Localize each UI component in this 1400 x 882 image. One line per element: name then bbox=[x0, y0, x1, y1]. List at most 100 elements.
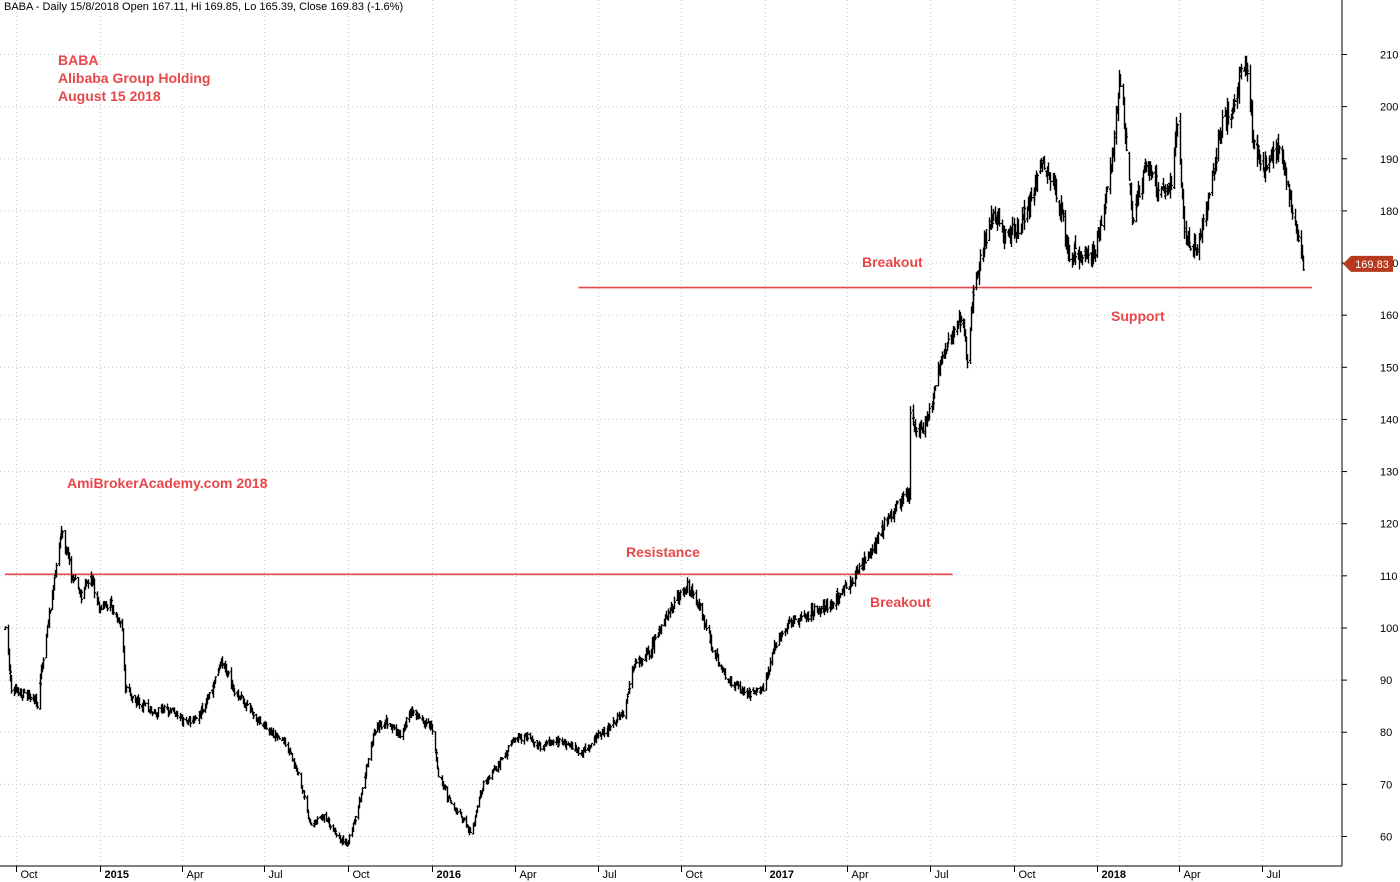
ohlc-bar bbox=[1272, 141, 1275, 169]
y-axis-ticks: 6070809010011012013014015016017018019020… bbox=[1342, 50, 1398, 844]
ohlc-bar bbox=[55, 562, 58, 578]
ohlc-bar bbox=[1087, 245, 1090, 264]
y-tick-label: 80 bbox=[1380, 727, 1392, 739]
resistance-label: Resistance bbox=[626, 544, 700, 560]
y-tick-label: 180 bbox=[1380, 206, 1398, 218]
ohlc-bar bbox=[603, 726, 606, 738]
ohlc-bar bbox=[1259, 154, 1262, 171]
ohlc-bar bbox=[380, 721, 383, 730]
ohlc-bar bbox=[1297, 232, 1300, 241]
ohlc-bar bbox=[1119, 73, 1122, 87]
ohlc-bar bbox=[909, 406, 912, 501]
chart-header: BABA - Daily 15/8/2018 Open 167.11, Hi 1… bbox=[4, 1, 404, 13]
ohlc-bar bbox=[549, 739, 552, 747]
ohlc-bar bbox=[1128, 151, 1131, 181]
ohlc-bar bbox=[358, 796, 361, 809]
ohlc-bar bbox=[1265, 157, 1268, 172]
ohlc-bar bbox=[813, 603, 816, 617]
ohlc-bar bbox=[552, 739, 555, 746]
y-tick-label: 200 bbox=[1380, 102, 1398, 114]
ohlc-bar bbox=[1188, 227, 1191, 249]
ohlc-bar bbox=[737, 681, 740, 690]
ohlc-bar bbox=[144, 702, 147, 707]
ohlc-bar bbox=[609, 724, 612, 732]
x-tick-label: Oct bbox=[686, 869, 703, 881]
ohlc-bar bbox=[1211, 170, 1214, 197]
ohlc-bar bbox=[348, 833, 351, 845]
x-tick-label: Oct bbox=[1019, 869, 1036, 881]
y-tick-label: 60 bbox=[1380, 832, 1392, 844]
ohlc-bar bbox=[297, 771, 300, 776]
ohlc-bar bbox=[1011, 216, 1014, 236]
ohlc-bar bbox=[1145, 161, 1148, 173]
ohlc-bar bbox=[883, 516, 886, 531]
ohlc-bar bbox=[1256, 134, 1259, 167]
ohlc-bar bbox=[61, 530, 64, 539]
ohlc-bar bbox=[77, 576, 80, 589]
ohlc-bar bbox=[1068, 244, 1071, 263]
ohlc-bar bbox=[577, 748, 580, 756]
y-tick-label: 210 bbox=[1380, 50, 1398, 62]
ohlc-bar bbox=[992, 208, 995, 222]
ohlc-bar bbox=[807, 611, 810, 622]
ohlc-bar bbox=[278, 736, 281, 740]
y-tick-label: 160 bbox=[1380, 310, 1398, 322]
ohlc-bar bbox=[1208, 192, 1211, 199]
ohlc-bar bbox=[841, 588, 844, 596]
last-price-badge: 169.83 bbox=[1343, 255, 1393, 272]
ohlc-bar bbox=[221, 656, 224, 669]
ohlc-bar bbox=[654, 634, 657, 641]
ohlc-bar bbox=[1017, 219, 1020, 240]
ohlc-bar bbox=[412, 709, 415, 717]
ohlc-bar bbox=[163, 704, 166, 714]
ohlc-bar bbox=[667, 608, 670, 621]
ohlc-bar bbox=[858, 562, 861, 574]
ohlc-bar bbox=[1023, 205, 1026, 230]
ohlc-bar bbox=[800, 615, 803, 622]
ohlc-bar bbox=[670, 601, 673, 612]
ohlc-bar bbox=[756, 687, 759, 693]
ohlc-bar bbox=[291, 753, 294, 762]
ohlc-bar bbox=[1215, 147, 1218, 172]
ohlc-bar bbox=[1264, 151, 1267, 183]
breakout-label-upper: Breakout bbox=[862, 254, 923, 270]
ohlc-bar bbox=[488, 774, 491, 781]
x-tick-label: Apr bbox=[187, 869, 204, 881]
ohlc-bar bbox=[711, 646, 714, 653]
ohlc-bar bbox=[1221, 109, 1224, 138]
x-tick-label: Apr bbox=[520, 869, 537, 881]
ohlc-bar bbox=[36, 701, 39, 710]
ohlc-bar bbox=[131, 695, 134, 699]
ohlc-bar bbox=[68, 552, 71, 566]
ohlc-bar bbox=[23, 689, 26, 694]
ohlc-bar bbox=[1253, 139, 1256, 150]
ohlc-bar bbox=[189, 716, 192, 728]
ohlc-bar bbox=[832, 601, 835, 609]
ohlc-bar bbox=[845, 581, 848, 589]
x-tick-label: 2018 bbox=[1102, 869, 1126, 881]
ohlc-bar bbox=[80, 589, 83, 604]
ohlc-bar bbox=[1278, 145, 1281, 154]
ohlc-bar bbox=[386, 717, 389, 729]
ohlc-bar bbox=[1081, 254, 1084, 266]
ohlc-bar bbox=[1036, 173, 1039, 193]
ohlc-bar bbox=[233, 687, 236, 697]
ohlc-bar bbox=[310, 822, 313, 826]
ohlc-bar bbox=[87, 579, 90, 589]
ohlc-bar bbox=[947, 332, 950, 345]
ohlc-bar bbox=[788, 616, 791, 624]
ohlc-bar bbox=[1176, 123, 1179, 137]
ohlc-bar bbox=[335, 832, 338, 838]
ohlc-bar bbox=[354, 815, 357, 823]
ohlc-bar bbox=[259, 716, 262, 725]
ohlc-bar bbox=[1196, 244, 1199, 256]
ohlc-bar bbox=[794, 615, 797, 621]
ohlc-bar bbox=[648, 650, 651, 660]
ohlc-bar bbox=[436, 756, 439, 769]
ohlc-bar bbox=[769, 657, 772, 672]
ohlc-bar bbox=[1162, 177, 1165, 190]
ohlc-bar bbox=[957, 321, 960, 329]
ohlc-bar bbox=[97, 596, 100, 604]
ohlc-bar bbox=[1227, 101, 1230, 125]
ohlc-bar bbox=[1189, 245, 1192, 251]
